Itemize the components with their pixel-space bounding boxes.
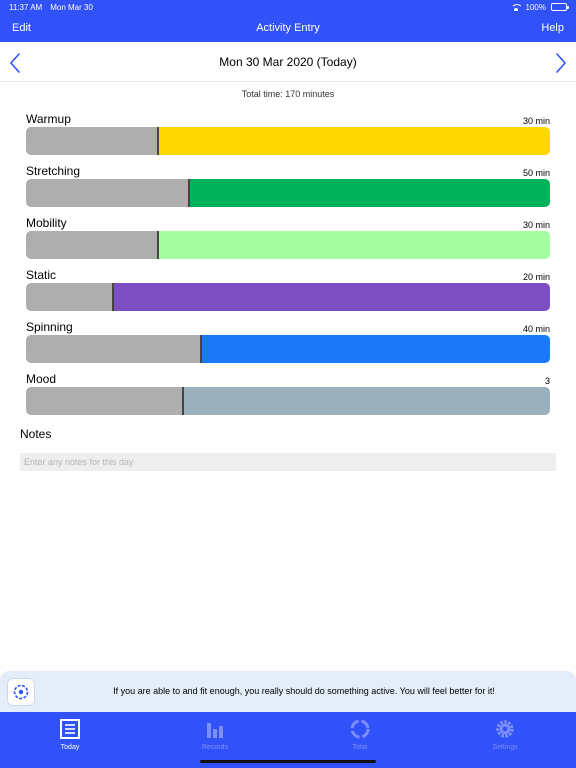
tab-records[interactable]: Records: [175, 718, 255, 758]
activity-static: Static 20 min: [26, 268, 550, 314]
activity-spinning: Spinning 40 min: [26, 320, 550, 366]
wifi-icon: [510, 3, 521, 11]
tab-settings[interactable]: Settings: [465, 718, 545, 758]
mood-slider[interactable]: [26, 387, 550, 415]
activity-label: Static: [26, 268, 57, 282]
status-bar: 11:37 AM Mon Mar 30 100%: [0, 0, 576, 14]
chevron-left-icon[interactable]: [8, 52, 22, 74]
status-date: Mon Mar 30: [50, 2, 93, 12]
slider-thumb[interactable]: [182, 387, 185, 415]
tab-label: Records: [201, 744, 229, 751]
navigation-bar: Edit Activity Entry Help: [0, 14, 576, 42]
notes-input[interactable]: [20, 453, 556, 471]
activity-mood: Mood 3: [26, 372, 550, 418]
tab-label: Total: [352, 744, 368, 751]
bar-chart-icon: [207, 723, 223, 738]
current-date: Mon 30 Mar 2020 (Today): [219, 54, 357, 69]
tab-today[interactable]: Today: [30, 718, 110, 758]
activity-label: Stretching: [26, 164, 81, 178]
home-indicator: [200, 760, 376, 763]
activity-label: Mobility: [26, 216, 67, 230]
activity-value: 30 min: [522, 116, 550, 126]
tip-banner: If you are able to and fit enough, you r…: [0, 671, 576, 712]
total-time: Total time: 170 minutes: [241, 89, 335, 99]
activity-slider[interactable]: [26, 179, 550, 207]
tab-total[interactable]: Total: [320, 718, 400, 758]
activity-label: Warmup: [26, 112, 71, 126]
activity-slider[interactable]: [26, 231, 550, 259]
help-button[interactable]: Help: [541, 22, 564, 34]
tab-bar: Today Records Total Settings: [0, 712, 576, 768]
tab-label: Today: [60, 744, 80, 751]
activity-slider[interactable]: [26, 283, 550, 311]
slider-thumb[interactable]: [188, 179, 191, 207]
slider-thumb[interactable]: [157, 231, 159, 259]
notes-label: Notes: [20, 427, 52, 441]
activity-value: 40 min: [522, 324, 550, 334]
activity-slider[interactable]: [26, 127, 550, 155]
activity-value: 30 min: [522, 220, 550, 230]
edit-button[interactable]: Edit: [12, 22, 31, 34]
slider-thumb[interactable]: [112, 283, 115, 311]
ring-icon: [350, 719, 370, 739]
activity-label: Spinning: [26, 320, 73, 334]
tip-text: If you are able to and fit enough, you r…: [113, 686, 495, 696]
slider-thumb[interactable]: [157, 127, 159, 155]
activity-value: 50 min: [522, 168, 550, 178]
battery-percent: 100%: [525, 2, 546, 12]
activity-stretching: Stretching 50 min: [26, 164, 550, 210]
tab-label: Settings: [492, 744, 518, 751]
activity-mobility: Mobility 30 min: [26, 216, 550, 262]
app-logo-icon: [7, 678, 35, 706]
list-icon: [60, 719, 80, 739]
activity-slider[interactable]: [26, 335, 550, 363]
nav-title: Activity Entry: [256, 22, 320, 34]
slider-thumb[interactable]: [200, 335, 203, 363]
gear-icon: [496, 720, 514, 738]
activity-value: 20 min: [522, 272, 550, 282]
activity-value: 3: [544, 376, 550, 386]
date-selector: Mon 30 Mar 2020 (Today): [0, 42, 576, 82]
activity-label: Mood: [26, 372, 57, 386]
status-time: 11:37 AM: [9, 2, 43, 12]
activity-warmup: Warmup 30 min: [26, 112, 550, 158]
battery-icon: [551, 3, 569, 11]
chevron-right-icon[interactable]: [554, 52, 568, 74]
